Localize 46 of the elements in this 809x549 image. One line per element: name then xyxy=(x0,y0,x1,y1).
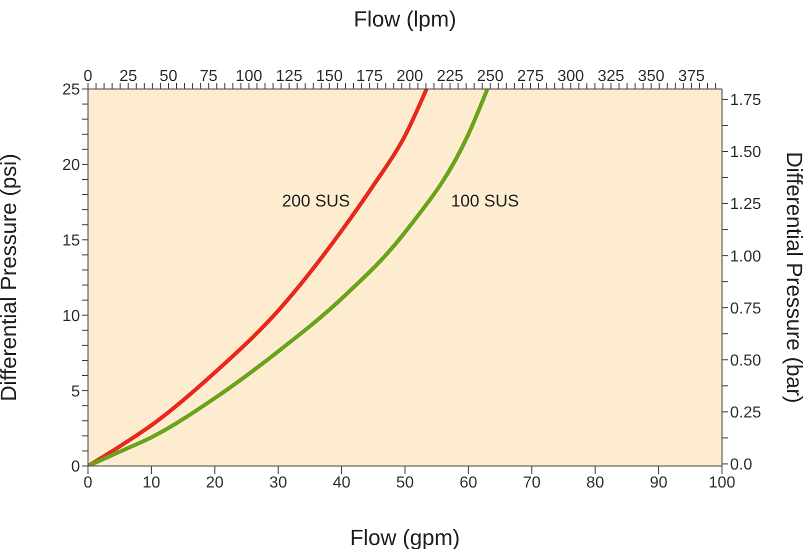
x2-tick-label: 100 xyxy=(236,68,262,85)
y2-tick-label: 1.75 xyxy=(730,92,762,110)
y-tick-label: 15 xyxy=(62,232,80,250)
y2-tick-label: 0.75 xyxy=(730,300,762,318)
x2-tick-label: 50 xyxy=(160,68,178,85)
y-tick-label: 5 xyxy=(71,383,80,400)
y-axis-title: Differential Pressure (psi) xyxy=(0,154,21,402)
x-tick-label: 50 xyxy=(396,474,414,492)
x-tick-label: 60 xyxy=(460,474,478,492)
x-tick-label: 40 xyxy=(332,474,351,492)
x2-tick-label: 375 xyxy=(678,68,705,85)
x2-tick-label: 300 xyxy=(557,68,584,85)
x2-tick-label: 25 xyxy=(119,68,138,85)
x-tick-label: 20 xyxy=(206,474,224,492)
x2-tick-label: 150 xyxy=(316,68,343,85)
x2-tick-label: 200 xyxy=(396,68,424,85)
x-tick-label: 90 xyxy=(650,474,668,492)
x-tick-label: 70 xyxy=(522,474,541,492)
y2-axis-title: Differential Pressure (bar) xyxy=(782,152,808,404)
x2-tick-label: 125 xyxy=(276,68,303,85)
annotation: 100 SUS xyxy=(450,192,520,210)
x2-tick-label: 350 xyxy=(638,68,665,85)
y2-tick-label: 0.50 xyxy=(730,352,762,370)
x-tick-label: 10 xyxy=(142,474,160,492)
y2-tick-label: 0.25 xyxy=(730,404,762,422)
x2-tick-label: 175 xyxy=(356,68,384,85)
y-tick-label: 0 xyxy=(71,458,80,476)
x-tick-label: 100 xyxy=(708,474,736,492)
x2-tick-label: 0 xyxy=(84,68,93,85)
x2-tick-label: 225 xyxy=(436,68,464,85)
y2-tick-label: 1.00 xyxy=(730,248,762,266)
x-tick-label: 30 xyxy=(269,474,288,492)
annotation: 200 SUS xyxy=(282,192,350,210)
x2-axis-title: Flow (lpm) xyxy=(354,6,456,32)
y2-tick-label: 0.0 xyxy=(730,456,752,474)
y2-tick-label: 1.50 xyxy=(730,144,762,162)
x-tick-label: 80 xyxy=(586,474,604,492)
x2-tick-label: 325 xyxy=(598,68,624,85)
y-tick-label: 25 xyxy=(62,82,80,99)
y2-tick-label: 1.25 xyxy=(730,196,762,214)
x-tick-label: 0 xyxy=(84,474,93,492)
x2-tick-label: 275 xyxy=(517,68,544,85)
x2-tick-label: 250 xyxy=(476,68,504,85)
y-tick-label: 10 xyxy=(62,308,80,325)
y-tick-label: 20 xyxy=(62,157,80,174)
x2-tick-label: 75 xyxy=(200,68,218,85)
